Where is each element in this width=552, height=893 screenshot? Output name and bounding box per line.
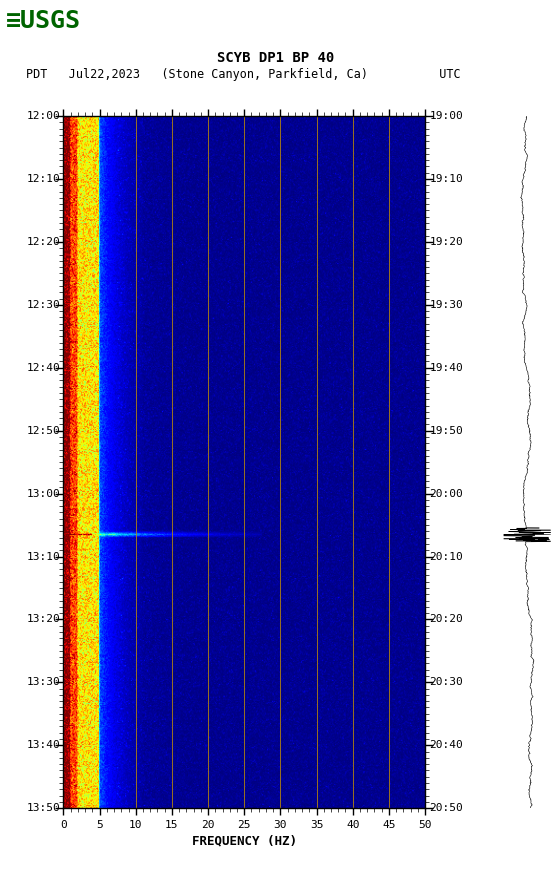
Text: 20:40: 20:40 [429,740,463,750]
Text: 20:20: 20:20 [429,614,463,624]
Text: 12:30: 12:30 [27,300,61,310]
Text: ≡USGS: ≡USGS [6,9,81,33]
Text: 12:50: 12:50 [27,426,61,436]
Text: 13:10: 13:10 [27,552,61,562]
Text: 12:40: 12:40 [27,363,61,372]
Text: 19:20: 19:20 [429,237,463,247]
Text: 20:00: 20:00 [429,488,463,498]
Text: 13:40: 13:40 [27,740,61,750]
Text: 20:10: 20:10 [429,552,463,562]
Text: 20:30: 20:30 [429,677,463,688]
Text: 19:50: 19:50 [429,426,463,436]
Text: 13:20: 13:20 [27,614,61,624]
Text: PDT   Jul22,2023   (Stone Canyon, Parkfield, Ca)          UTC: PDT Jul22,2023 (Stone Canyon, Parkfield,… [25,68,460,80]
Text: 19:00: 19:00 [429,111,463,121]
Text: 12:20: 12:20 [27,237,61,247]
Text: 20:50: 20:50 [429,803,463,814]
Text: SCYB DP1 BP 40: SCYB DP1 BP 40 [217,51,335,65]
X-axis label: FREQUENCY (HZ): FREQUENCY (HZ) [192,834,297,847]
Text: 19:10: 19:10 [429,174,463,184]
Text: 13:00: 13:00 [27,488,61,498]
Text: 13:30: 13:30 [27,677,61,688]
Text: 19:30: 19:30 [429,300,463,310]
Text: 12:10: 12:10 [27,174,61,184]
Text: 13:50: 13:50 [27,803,61,814]
Text: 12:00: 12:00 [27,111,61,121]
Text: 19:40: 19:40 [429,363,463,372]
